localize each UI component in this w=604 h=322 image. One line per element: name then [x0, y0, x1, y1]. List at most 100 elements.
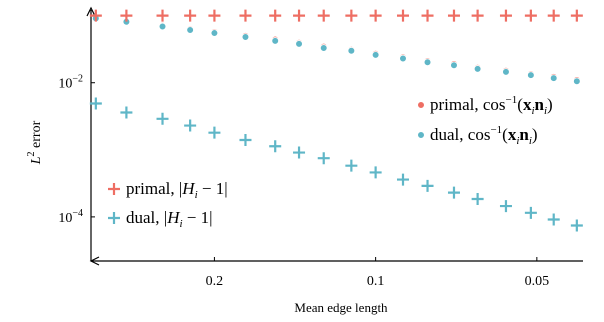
series-1 — [89, 9, 583, 22]
plus-marker — [156, 112, 169, 125]
circle-marker — [319, 44, 328, 52]
legend-entry-label: dual, |Hi − 1| — [126, 208, 213, 230]
circle-marker — [399, 54, 407, 63]
legend-label-bold: x — [523, 95, 532, 114]
plus-marker — [208, 126, 221, 139]
y-tick-label-exponent: −2 — [72, 74, 83, 85]
y-tick-label: 10−2 — [58, 74, 83, 92]
circle-marker — [347, 46, 356, 55]
y-tick-label-base: 10 — [58, 77, 72, 92]
legend-label-text: primal, — [126, 179, 179, 198]
legend-label-subscript: i — [531, 105, 534, 117]
legend-label-bar: | — [179, 179, 182, 198]
legend-label-bold: n — [535, 95, 545, 114]
legend-label-bar: | — [209, 208, 212, 227]
x-tick-label: 0.2 — [206, 274, 224, 289]
plus-marker — [156, 9, 169, 22]
legend-label-paren: ) — [532, 125, 538, 144]
plus-marker — [447, 9, 460, 22]
legend-label-bar: | — [224, 179, 227, 198]
legend-label-paren: ( — [517, 95, 523, 114]
plus-marker — [293, 146, 306, 159]
legend-label-superscript: −1 — [490, 124, 502, 136]
plus-marker — [345, 9, 358, 22]
legend-label-text: primal, cos — [430, 95, 506, 114]
circle-marker — [549, 74, 558, 82]
plus-marker — [369, 9, 382, 22]
legend-label-text: dual, — [126, 208, 164, 227]
plus-marker — [396, 173, 409, 186]
plus-marker — [239, 134, 252, 147]
legend-circle-marker — [417, 101, 425, 109]
legend-plus-marker — [108, 183, 120, 195]
plus-marker — [524, 206, 537, 219]
plus-marker — [547, 9, 560, 22]
plus-marker — [317, 152, 330, 165]
axes: 0.2 0.1 0.05 10−2 10−4 Mean edge length L2 err… — [26, 6, 583, 315]
plus-marker — [421, 179, 434, 192]
circle-marker — [186, 26, 194, 34]
legend-circle-marker — [417, 131, 425, 139]
legend-entry-label: dual, cos−1(xini) — [430, 124, 538, 147]
plus-marker — [396, 9, 409, 22]
legend-plus-marker — [108, 212, 120, 224]
legend-label-subscript: i — [529, 135, 532, 147]
legend-entry-label: primal, cos−1(xini) — [430, 94, 553, 117]
legend-label-subscript: i — [195, 189, 198, 201]
legend-label-paren: ( — [502, 125, 508, 144]
plus-marker — [208, 9, 221, 22]
legend-right: primal, cos−1(xini)dual, cos−1(xini) — [417, 94, 553, 147]
y-axis-label-rest: error — [29, 120, 44, 151]
legend-label-bold: x — [508, 125, 517, 144]
plus-marker — [369, 166, 382, 179]
circle-marker — [241, 33, 250, 41]
x-axis-arrowhead — [89, 256, 100, 266]
plus-marker — [499, 9, 512, 22]
plus-marker — [317, 9, 330, 22]
legend-bottom-left: primal, |Hi − 1|dual, |Hi − 1| — [108, 179, 228, 230]
plus-marker — [89, 9, 102, 22]
plus-marker — [89, 97, 102, 110]
series-2 — [89, 97, 583, 232]
data-marks — [89, 9, 583, 232]
x-axis-label: Mean edge length — [294, 300, 388, 315]
plus-marker — [120, 9, 133, 22]
x-tick-label: 0.1 — [367, 274, 385, 289]
plus-marker — [239, 9, 252, 22]
y-axis-label-exponent: 2 — [26, 151, 37, 156]
circle-marker — [210, 29, 219, 37]
plus-marker — [345, 159, 358, 172]
legend-label-subscript: i — [544, 105, 547, 117]
plus-marker — [269, 140, 282, 153]
y-axis-label: L2 error — [26, 120, 44, 165]
plus-marker — [570, 219, 583, 232]
circle-marker — [573, 77, 581, 86]
plus-marker — [471, 192, 484, 205]
plus-marker — [184, 9, 197, 22]
series-4 — [92, 14, 581, 86]
circle-marker — [450, 61, 458, 70]
y-axis-label-base: L — [29, 156, 44, 165]
legend-label-bar: | — [164, 208, 167, 227]
circle-marker — [502, 68, 510, 76]
plus-marker — [421, 9, 434, 22]
circle-marker — [271, 37, 280, 45]
plus-marker — [471, 9, 484, 22]
plus-marker — [499, 200, 512, 213]
plus-marker — [447, 186, 460, 199]
circle-marker — [158, 22, 167, 31]
plus-marker — [120, 106, 133, 119]
circle-marker — [473, 65, 482, 73]
circle-marker — [371, 51, 380, 59]
legend-label-text: − 1 — [198, 179, 225, 198]
x-tick-label: 0.05 — [525, 274, 550, 289]
legend-label-variable: H — [166, 208, 181, 227]
circle-marker — [527, 71, 535, 79]
plus-marker — [269, 9, 282, 22]
y-tick-label: 10−4 — [58, 208, 83, 226]
legend-label-subscript: i — [179, 218, 182, 230]
legend-label-bold: n — [519, 125, 529, 144]
circle-marker — [295, 40, 303, 48]
legend-label-text: dual, cos — [430, 125, 490, 144]
